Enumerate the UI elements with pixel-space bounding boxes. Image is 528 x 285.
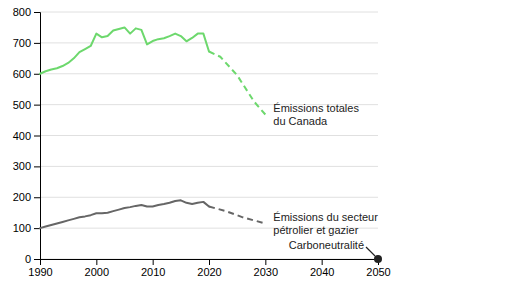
marks <box>40 27 382 263</box>
y-tick-label: 600 <box>13 68 31 80</box>
line <box>40 27 209 73</box>
leader-line <box>366 247 375 256</box>
grid-line <box>40 73 378 74</box>
y-axis: 0 100 200 300 400 500 600 700 800 <box>13 6 41 265</box>
x-axis: 1990 2000 2010 2020 2030 2040 2050 <box>28 259 390 278</box>
grid-line <box>40 197 378 198</box>
y-tick-label: 800 <box>13 6 31 18</box>
annotation: Émissions totalesdu Canada <box>273 102 359 127</box>
y-tick: 400 <box>13 130 40 142</box>
y-tick: 300 <box>13 160 40 172</box>
chart: 1990 2000 2010 2020 2030 2040 2050 0 100 200 300 40… <box>0 0 528 285</box>
x-tick: 1990 <box>28 259 52 278</box>
line <box>40 200 209 228</box>
annotation: Carboneutralité <box>289 239 364 251</box>
x-tick-mark <box>96 259 97 265</box>
y-axis-line <box>34 13 41 260</box>
grid <box>40 12 378 259</box>
y-tick: 100 <box>13 222 40 234</box>
y-tick-mark <box>34 43 40 44</box>
x-tick-mark <box>322 259 323 265</box>
x-tick: 2020 <box>197 259 221 278</box>
x-tick-label: 1990 <box>28 266 52 278</box>
x-tick-mark <box>209 259 210 265</box>
x-tick-label: 2040 <box>310 266 334 278</box>
x-tick: 2010 <box>141 259 165 278</box>
y-tick: 700 <box>13 37 40 49</box>
x-tick: 2000 <box>85 259 109 278</box>
x-tick: 2030 <box>254 259 278 278</box>
x-tick-label: 2000 <box>85 266 109 278</box>
y-tick: 200 <box>13 191 40 203</box>
y-tick-mark <box>34 259 40 260</box>
y-tick: 0 <box>25 253 40 265</box>
grid-line <box>40 135 378 136</box>
x-tick: 2040 <box>310 259 334 278</box>
y-tick-mark <box>34 136 40 137</box>
x-axis-line <box>41 260 379 266</box>
y-tick: 600 <box>13 68 40 80</box>
y-tick: 500 <box>13 99 40 111</box>
x-tick-label: 2020 <box>197 266 221 278</box>
x-tick-mark <box>265 259 266 265</box>
y-tick-label: 400 <box>13 130 31 142</box>
grid-line <box>40 166 378 167</box>
y-tick-mark <box>34 12 40 13</box>
y-tick-mark <box>34 166 40 167</box>
y-tick: 800 <box>13 6 40 18</box>
grid-line <box>40 12 378 13</box>
x-tick-label: 2030 <box>254 266 278 278</box>
projection-line <box>209 207 265 224</box>
y-tick-mark <box>34 105 40 106</box>
y-tick-mark <box>34 197 40 198</box>
grid-line <box>40 42 378 43</box>
annotations: Émissions totalesdu Canada Émissions du s… <box>273 102 378 256</box>
y-tick-label: 200 <box>13 191 31 203</box>
x-tick-label: 2010 <box>141 266 165 278</box>
y-tick-label: 0 <box>25 253 31 265</box>
plot: 1990 2000 2010 2020 2030 2040 2050 0 100 200 300 40… <box>13 6 391 278</box>
y-tick-label: 700 <box>13 37 31 49</box>
x-tick-label: 2050 <box>366 266 390 278</box>
y-tick-label: 100 <box>13 222 31 234</box>
point <box>374 255 382 263</box>
y-tick-label: 300 <box>13 160 31 172</box>
projection-line <box>209 52 265 115</box>
annotation: Émissions du secteurpétrolier et gazier <box>273 211 378 236</box>
y-tick-label: 500 <box>13 99 31 111</box>
x-tick-mark <box>153 259 154 265</box>
